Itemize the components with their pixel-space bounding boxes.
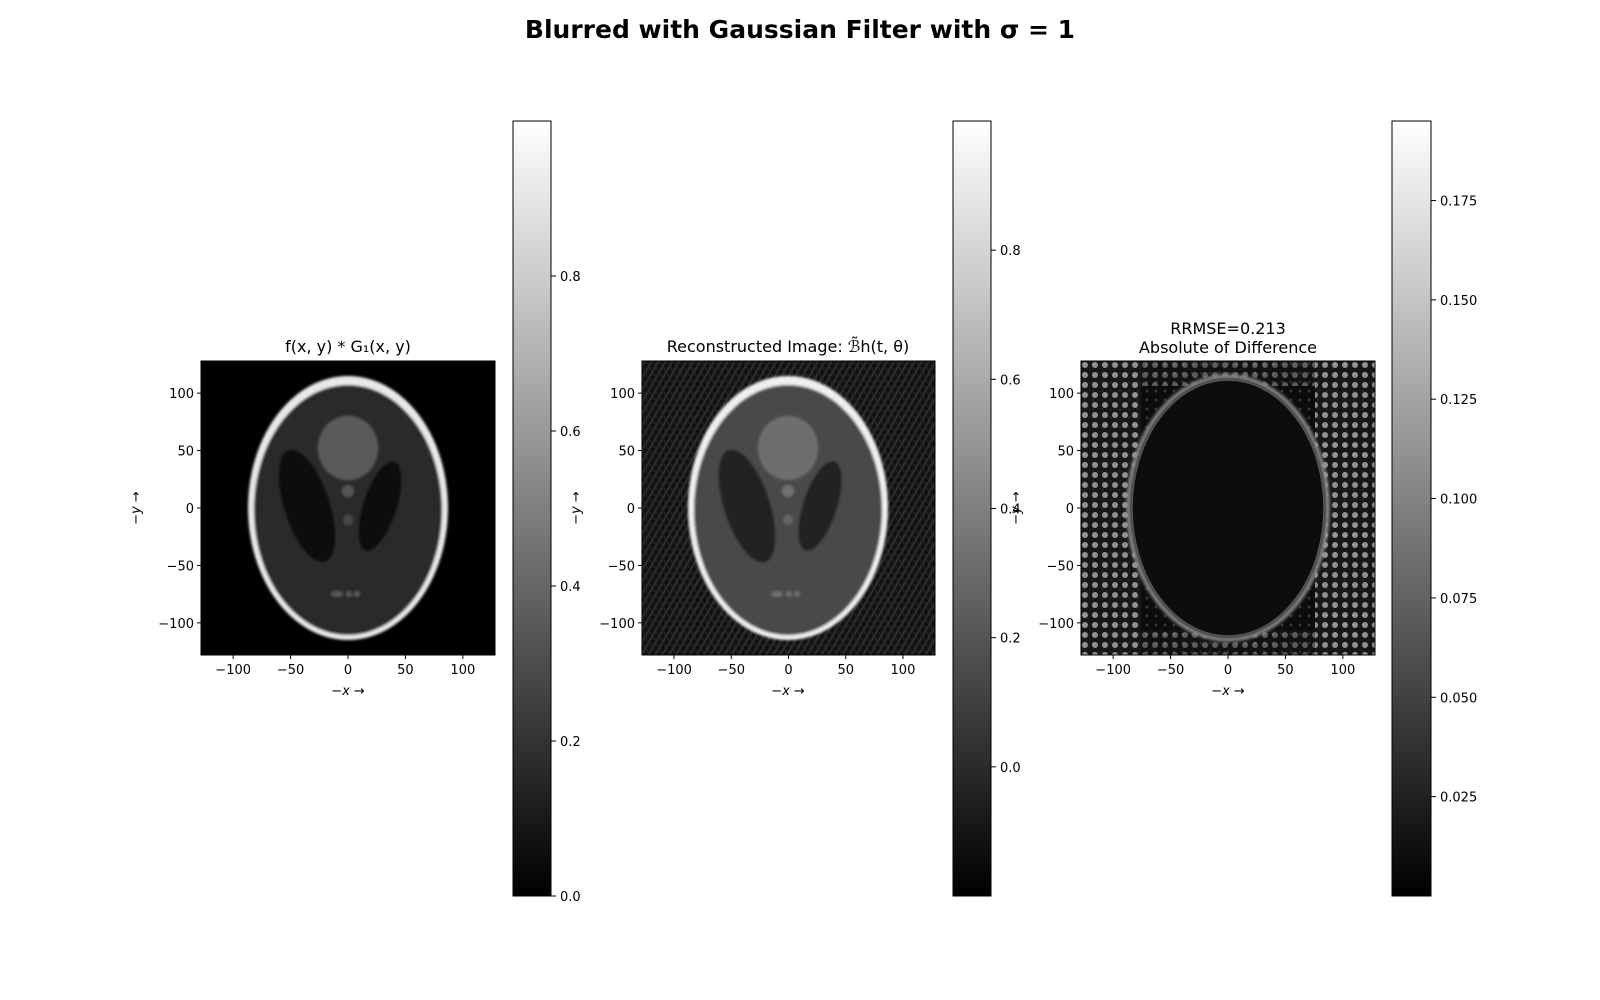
panel1-xlabel: −x →: [331, 684, 365, 699]
x-tick-label: 100: [450, 663, 475, 678]
y-tick-label: 100: [169, 387, 194, 402]
panel1-image: [200, 360, 496, 656]
x-tick-label: 50: [397, 663, 414, 678]
panel3-ticks: −100 −50 0 50 100 100 50 0 −50 −100: [1038, 387, 1355, 678]
panel3-colorbar-ticks: 0.025 0.050 0.075 0.100 0.125 0.150 0.175: [1431, 194, 1477, 806]
colorbar-tick-label: 0.175: [1440, 194, 1477, 209]
y-tick-label: 100: [1049, 387, 1074, 402]
x-tick-label: 0: [1224, 663, 1232, 678]
panel1-colorbar-ticks: 0.0 0.2 0.4 0.6 0.8: [551, 270, 581, 905]
colorbar-tick-label: 0.6: [1000, 373, 1021, 388]
panel3-image: [1080, 360, 1376, 656]
panel2-colorbar: 0.0 0.2 0.4 0.6 0.8: [952, 120, 1021, 897]
colorbar-tick-label: 0.050: [1440, 691, 1477, 706]
y-tick-label: 0: [627, 502, 635, 517]
panel3-ylabel: −y →: [1009, 491, 1024, 525]
x-tick-label: −100: [215, 663, 251, 678]
panel2-ylabel: −y →: [569, 491, 584, 525]
x-tick-label: −100: [1095, 663, 1131, 678]
y-tick-label: −100: [158, 617, 194, 632]
y-tick-label: 50: [618, 445, 635, 460]
y-tick-label: −100: [1038, 617, 1074, 632]
y-tick-label: 0: [1066, 502, 1074, 517]
panel-blurred-phantom: f(x, y) * G₁(x, y) −100 −50 0 50 100 100 50 0 −5…: [129, 120, 581, 905]
figure-suptitle: Blurred with Gaussian Filter with σ = 1: [525, 15, 1075, 44]
y-tick-label: −50: [167, 559, 194, 574]
colorbar-tick-label: 0.2: [560, 735, 581, 750]
colorbar-tick-label: 0.075: [1440, 592, 1477, 607]
colorbar-tick-label: 0.8: [560, 270, 581, 285]
panel-reconstructed: Reconstructed Image: ℬ̃h(t, θ) −100 −50 0 5…: [569, 120, 1021, 897]
colorbar-tick-label: 0.4: [1000, 503, 1021, 518]
panel1-ylabel: −y →: [129, 491, 144, 525]
colorbar-tick-label: 0.0: [560, 890, 581, 905]
y-tick-label: −50: [1047, 559, 1074, 574]
colorbar-tick-label: 0.125: [1440, 393, 1477, 408]
y-tick-label: −100: [599, 617, 635, 632]
x-tick-label: −50: [1157, 663, 1184, 678]
panel1-title: f(x, y) * G₁(x, y): [285, 337, 411, 356]
colorbar-tick-label: 0.150: [1440, 294, 1477, 309]
y-tick-label: 0: [186, 502, 194, 517]
x-tick-label: −100: [656, 663, 692, 678]
panel2-xlabel: −x →: [771, 684, 805, 699]
y-tick-label: 50: [177, 445, 194, 460]
panel1-colorbar: 0.0 0.2 0.4 0.6 0.8: [512, 120, 581, 905]
panel-abs-difference: RRMSE=0.213 Absolute of Difference −100−…: [1009, 120, 1477, 897]
x-tick-label: 0: [344, 663, 352, 678]
panel2-colorbar-ticks: 0.0 0.2 0.4 0.6 0.8: [991, 244, 1021, 776]
panel1-ticks: −100 −50 0 50 100 100 50 0 −50 −100: [158, 387, 475, 678]
colorbar-tick-label: 0.2: [1000, 632, 1021, 647]
x-tick-label: −50: [718, 663, 745, 678]
y-tick-label: 50: [1057, 445, 1074, 460]
x-tick-label: 0: [784, 663, 792, 678]
x-tick-label: 100: [891, 663, 916, 678]
colorbar-tick-label: 0.4: [560, 580, 581, 595]
x-tick-label: 50: [837, 663, 854, 678]
panel2-ticks: −100 −50 0 50 100 100 50 0 −50 −100: [599, 387, 915, 678]
panel2-image: [641, 360, 936, 656]
colorbar-tick-label: 0.8: [1000, 244, 1021, 259]
colorbar-tick-label: 0.0: [1000, 761, 1021, 776]
panel2-title: Reconstructed Image: ℬ̃h(t, θ): [667, 337, 909, 356]
x-tick-label: 100: [1330, 663, 1355, 678]
y-tick-label: 100: [610, 387, 635, 402]
panel3-xlabel: −x →: [1211, 684, 1245, 699]
x-tick-label: −50: [277, 663, 304, 678]
x-tick-label: 50: [1277, 663, 1294, 678]
panel3-title: RRMSE=0.213: [1170, 319, 1286, 338]
colorbar-tick-label: 0.100: [1440, 493, 1477, 508]
y-tick-label: −50: [608, 559, 635, 574]
colorbar-tick-label: 0.025: [1440, 791, 1477, 806]
panel3-colorbar: 0.025 0.050 0.075 0.100 0.125 0.150 0.175: [1391, 120, 1477, 897]
panel3-subtitle: Absolute of Difference: [1139, 338, 1317, 357]
colorbar-tick-label: 0.6: [560, 425, 581, 440]
